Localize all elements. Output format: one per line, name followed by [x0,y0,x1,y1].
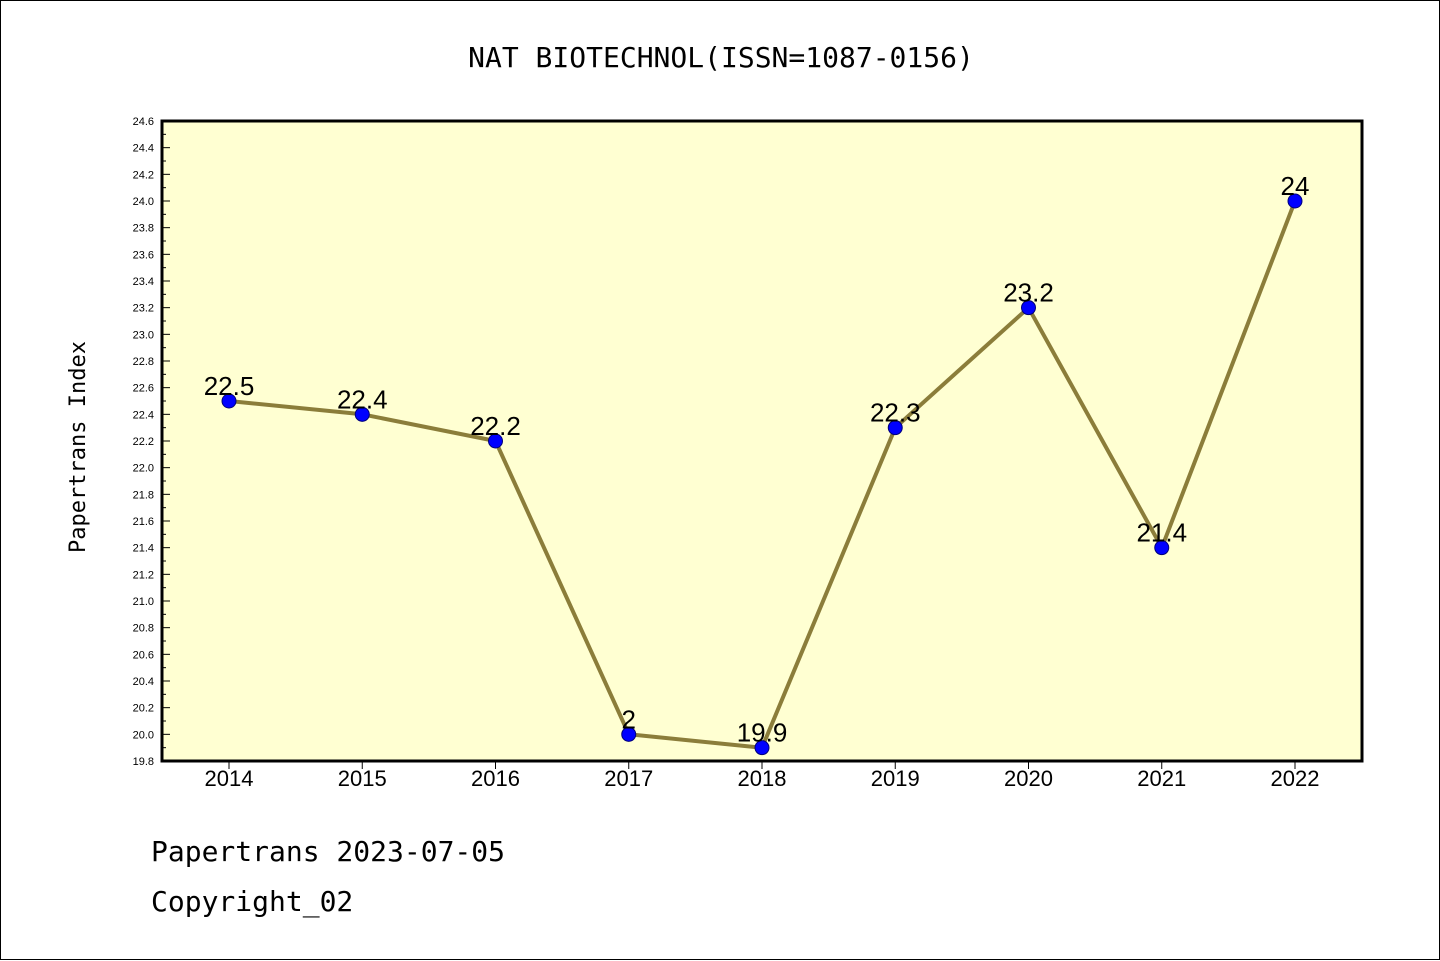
data-label: 22.3 [870,398,921,428]
x-tick-label: 2017 [604,766,653,791]
chart-title: NAT BIOTECHNOL(ISSN=1087-0156) [468,41,974,74]
y-tick-label: 24.0 [133,196,154,208]
x-tick-label: 2021 [1137,766,1186,791]
data-label: 2 [622,704,636,734]
data-point [621,726,637,742]
footer-copyright: Copyright_02 [151,885,354,918]
x-tick-label: 2022 [1271,766,1320,791]
data-point [488,433,503,449]
y-tick-label: 21.4 [133,543,154,555]
y-tick-label: 22.0 [133,463,154,475]
data-point [1021,300,1036,316]
y-tick-label: 21.6 [133,516,154,528]
plot-area [160,119,1364,763]
y-tick-label: 22.4 [133,409,154,421]
y-tick-label: 22.6 [133,383,154,395]
y-axis: 19.8 20.0 20.2 20.4 20.6 20.8 21.0 21.2 21.4 21.6… [133,116,170,768]
y-axis-label: Papertrans Index [66,341,91,553]
x-tick-label: 2016 [471,766,520,791]
data-point [221,393,237,409]
x-axis: 2014 2015 2016 2017 2018 2019 2020 2021 2022 [205,761,1320,791]
x-tick-label: 2014 [205,766,254,791]
y-tick-label: 22.8 [133,356,154,368]
x-tick-label: 2015 [338,766,387,791]
y-tick-label: 23.4 [133,276,154,288]
data-label: 23.2 [1003,278,1054,308]
data-labels: 22.5 22.4 22.2 2 19.9 22.3 23.2 21.4 24 [204,171,1310,748]
data-label: 19.9 [737,718,788,748]
data-label: 22.4 [337,384,388,414]
y-tick-label: 23.8 [133,223,154,235]
y-tick-label: 22.2 [133,436,154,448]
data-point [1154,540,1170,556]
data-label: 22.5 [204,371,255,401]
y-tick-label: 23.0 [133,329,154,341]
y-tick-label: 20.4 [133,676,154,688]
footer-date: Papertrans 2023-07-05 [151,835,506,868]
y-tick-label: 21.2 [133,569,154,581]
y-tick-label: 21.8 [133,489,154,501]
data-point [887,420,903,436]
y-tick-label: 24.6 [133,116,154,128]
y-tick-label: 20.8 [133,623,154,635]
y-tick-label: 24.2 [133,169,154,181]
data-point [1287,193,1303,209]
y-tick-label: 20.2 [133,703,154,715]
y-tick-label: 21.0 [133,596,154,608]
data-point [354,406,370,422]
y-tick-label: 20.0 [133,729,154,741]
x-tick-label: 2018 [738,766,787,791]
data-label: 24 [1281,171,1310,201]
y-tick-label: 23.2 [133,303,154,315]
data-label: 22.2 [470,411,521,441]
y-tick-label: 19.8 [133,756,154,768]
data-point [754,740,770,756]
data-points [221,193,1303,756]
y-tick-label: 20.6 [133,649,154,661]
y-tick-label: 23.6 [133,249,154,261]
x-tick-label: 2020 [1004,766,1053,791]
y-tick-label: 24.4 [133,143,154,155]
x-tick-label: 2019 [871,766,920,791]
data-label: 21.4 [1136,518,1187,548]
